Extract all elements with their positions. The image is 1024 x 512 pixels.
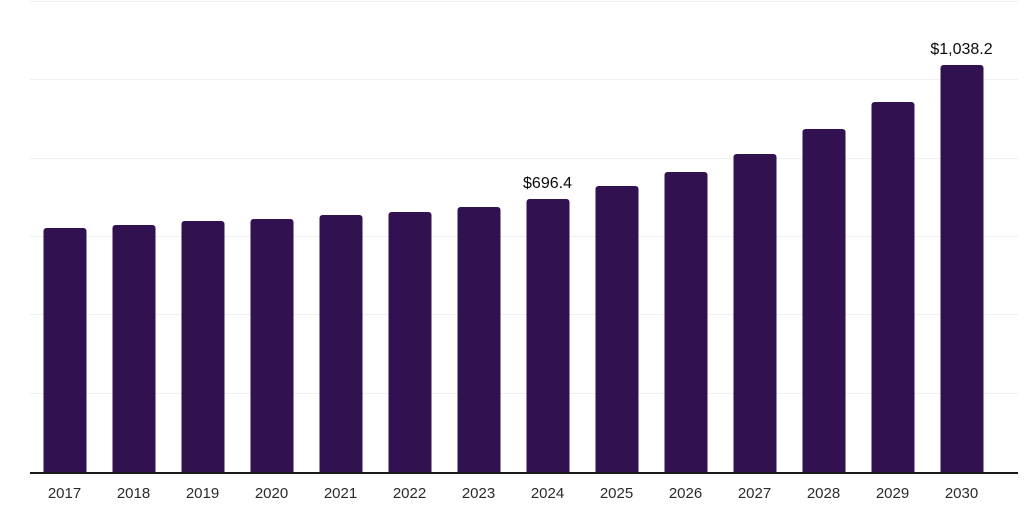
bar-slot-2020 <box>237 2 306 472</box>
bar-2025 <box>595 186 638 472</box>
x-tick-label-2017: 2017 <box>47 484 82 502</box>
gridline-800 <box>30 157 1018 159</box>
plot-area <box>30 1 1018 474</box>
bar-2026 <box>664 171 707 472</box>
gridline-200 <box>30 392 1018 394</box>
bar-slot-2030: $1,038.2 <box>927 2 996 472</box>
x-tick-label-2030: 2030 <box>944 484 979 502</box>
x-axis-tick-labels: 2017 2018 2019 2020 2021 2022 2023 2024 2025 2026… <box>30 474 996 512</box>
x-tick-label-2019: 2019 <box>185 484 220 502</box>
x-tick-label-2024: 2024 <box>530 484 565 502</box>
data-label-2024: $696.4 <box>523 175 572 193</box>
x-tick-label-2021: 2021 <box>323 484 358 502</box>
bar-slot-2028 <box>789 2 858 472</box>
gridline-1000 <box>30 79 1018 81</box>
bar-slot-2018 <box>99 2 168 472</box>
bar-2024 <box>526 199 569 472</box>
bar-2028 <box>802 128 845 472</box>
x-tick-label-2025: 2025 <box>599 484 634 502</box>
bar-slot-2019 <box>168 2 237 472</box>
bar-slot-2025 <box>582 2 651 472</box>
x-tick-label-2018: 2018 <box>116 484 151 502</box>
x-tick-label-2028: 2028 <box>806 484 841 502</box>
bar-2027 <box>733 154 776 472</box>
gridline-1200 <box>30 1 1018 2</box>
x-tick-label-2026: 2026 <box>668 484 703 502</box>
bar-2019 <box>181 221 224 472</box>
bar-2030 <box>940 65 983 472</box>
bar-2018 <box>112 224 155 472</box>
x-tick-label-2022: 2022 <box>392 484 427 502</box>
bar-slot-2024: $696.4 <box>513 2 582 472</box>
bar-2029 <box>871 101 914 472</box>
x-tick-label-2027: 2027 <box>737 484 772 502</box>
bar-2020 <box>250 218 293 472</box>
bar-2023 <box>457 206 500 472</box>
bar-slot-2021 <box>306 2 375 472</box>
bar-slot-2017 <box>30 2 99 472</box>
bar-slot-2027 <box>720 2 789 472</box>
bar-slot-2023 <box>444 2 513 472</box>
x-tick-label-2020: 2020 <box>254 484 289 502</box>
x-tick-label-2029: 2029 <box>875 484 910 502</box>
bar-2017 <box>43 227 86 472</box>
x-tick-label-2023: 2023 <box>461 484 496 502</box>
gridline-600 <box>30 236 1018 237</box>
x-axis-line <box>30 472 1018 474</box>
bar-slot-2022 <box>375 2 444 472</box>
data-label-2030: $1,038.2 <box>930 41 993 59</box>
bar-2021 <box>319 215 362 472</box>
bar-2022 <box>388 212 431 472</box>
bar-slot-2029 <box>858 2 927 472</box>
bar-series: $696.4 $1,038.2 <box>30 2 996 472</box>
bar-slot-2026 <box>651 2 720 472</box>
gridline-400 <box>30 314 1018 316</box>
